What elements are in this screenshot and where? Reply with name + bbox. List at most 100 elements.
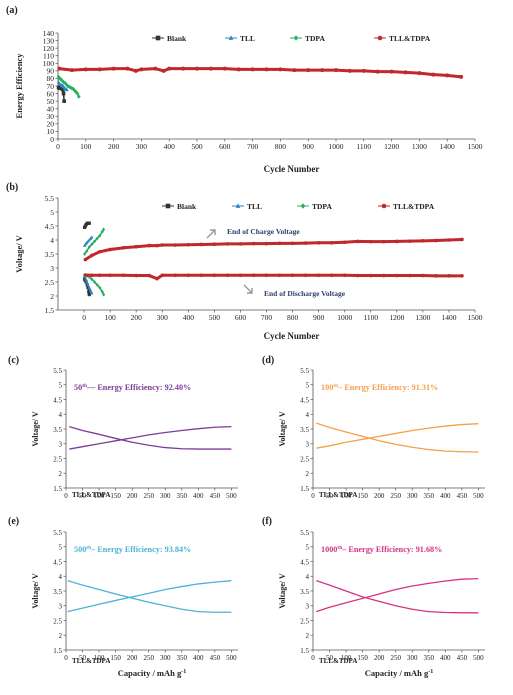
data-point <box>421 239 425 243</box>
data-point <box>97 67 102 72</box>
data-point <box>290 273 295 278</box>
y-tick-label: 5.5 <box>300 529 309 537</box>
cycle-number: 100 <box>321 383 333 392</box>
y-tick-label: 1.5 <box>53 485 62 493</box>
series-line <box>85 273 462 281</box>
data-point <box>381 273 386 278</box>
data-point <box>264 273 269 278</box>
data-point <box>86 286 90 290</box>
data-point <box>238 242 243 246</box>
x-axis-label: Capacity / mAh g-1 <box>365 668 434 678</box>
x-tick-label: 450 <box>457 654 468 662</box>
data-point <box>90 277 94 282</box>
data-point <box>153 66 158 71</box>
data-point <box>195 66 199 71</box>
y-tick-label: 1.5 <box>53 647 62 655</box>
x-tick-label: 900 <box>313 313 325 322</box>
x-tick-label: 500 <box>226 492 237 500</box>
x-tick-label: 1400 <box>441 313 456 322</box>
annotation-arrow <box>206 229 216 239</box>
data-point <box>431 72 436 77</box>
x-tick-label: 1100 <box>363 313 378 322</box>
x-tick-label: 1100 <box>356 142 371 151</box>
x-tick-label: 0 <box>82 313 86 322</box>
charge-curve <box>316 577 479 613</box>
series-tag: TLL&TDPA <box>72 657 110 665</box>
y-tick-label: 10 <box>47 127 55 136</box>
y-tick-label: 80 <box>47 74 55 83</box>
y-tick-label: 4 <box>306 411 310 419</box>
data-point <box>139 67 144 72</box>
data-point <box>90 253 94 258</box>
data-point <box>222 66 227 71</box>
y-tick-label: 100 <box>43 59 55 68</box>
data-point <box>342 240 347 245</box>
data-point <box>250 67 255 72</box>
y-tick-label: 5.5 <box>45 194 55 203</box>
legend-marker <box>228 35 234 40</box>
x-tick-label: 1000 <box>337 313 352 322</box>
discharge-curve <box>67 580 232 613</box>
x-tick-label: 250 <box>143 654 154 662</box>
x-tick-label: 1300 <box>412 142 427 151</box>
x-tick-label: 400 <box>164 142 176 151</box>
legend-label: TLL <box>247 202 262 211</box>
data-point <box>98 285 102 290</box>
x-tick-label: 100 <box>80 142 92 151</box>
x-tick-label: 100 <box>94 654 105 662</box>
data-point <box>421 273 425 278</box>
legend-marker <box>235 203 241 208</box>
y-tick-label: 3.5 <box>53 426 62 434</box>
x-tick-label: 50 <box>326 654 334 662</box>
legend-label: TDPA <box>312 202 332 211</box>
panel-label: (b) <box>6 182 18 193</box>
data-point <box>173 243 178 247</box>
x-tick-label: 500 <box>473 654 484 662</box>
legend-label: Blank <box>167 34 187 43</box>
x-tick-label: 300 <box>160 492 171 500</box>
y-tick-label: 0 <box>50 135 54 144</box>
x-tick-label: 0 <box>311 654 315 662</box>
x-tick-label: 350 <box>424 492 435 500</box>
x-tick-label: 100 <box>105 313 117 322</box>
data-point <box>61 91 66 96</box>
x-tick-label: 350 <box>177 492 188 500</box>
data-point <box>90 242 94 247</box>
data-point <box>408 273 412 278</box>
x-tick-label: 350 <box>424 654 435 662</box>
discharge-curve <box>316 580 479 614</box>
y-tick-label: 70 <box>47 82 55 91</box>
x-tick-label: 800 <box>275 142 287 151</box>
data-point <box>264 67 269 72</box>
x-tick-label: 250 <box>390 492 401 500</box>
data-point <box>408 239 412 243</box>
x-tick-label: 250 <box>390 654 401 662</box>
y-tick-label: 5 <box>306 382 310 390</box>
y-tick-label: 3 <box>306 603 310 611</box>
y-tick-label: 2.5 <box>300 455 309 463</box>
efficiency-annotation: 50th— Energy Efficiency: 92.40% <box>74 383 191 392</box>
data-point <box>316 273 321 278</box>
data-point <box>199 242 204 247</box>
data-point <box>85 280 89 284</box>
series-tag: TLL&TDPA <box>319 491 357 499</box>
data-point <box>277 273 282 278</box>
y-tick-label: 4 <box>59 573 63 581</box>
panel-d: (d) 1.5 2 2.5 3 3.5 4 4.5 5 5.5 0 50 100 150 200 250 300… <box>262 355 485 500</box>
y-tick-label: 4.5 <box>45 222 55 231</box>
data-point <box>368 239 373 244</box>
annotation-discharge: End of Discharge Voltage <box>264 289 346 298</box>
data-point <box>434 274 438 278</box>
data-point <box>434 238 438 243</box>
data-point <box>87 245 91 249</box>
ordinal-suffix: th <box>82 383 87 389</box>
data-point <box>447 274 451 278</box>
x-tick-label: 200 <box>108 142 120 151</box>
y-tick-label: 3.5 <box>45 250 55 259</box>
y-tick-label: 20 <box>47 120 55 129</box>
x-tick-label: 1000 <box>329 142 344 151</box>
y-tick-label: 4 <box>50 236 54 245</box>
data-point <box>167 66 172 71</box>
x-tick-label: 150 <box>110 654 121 662</box>
legend-label: TLL&TDPA <box>389 34 431 43</box>
